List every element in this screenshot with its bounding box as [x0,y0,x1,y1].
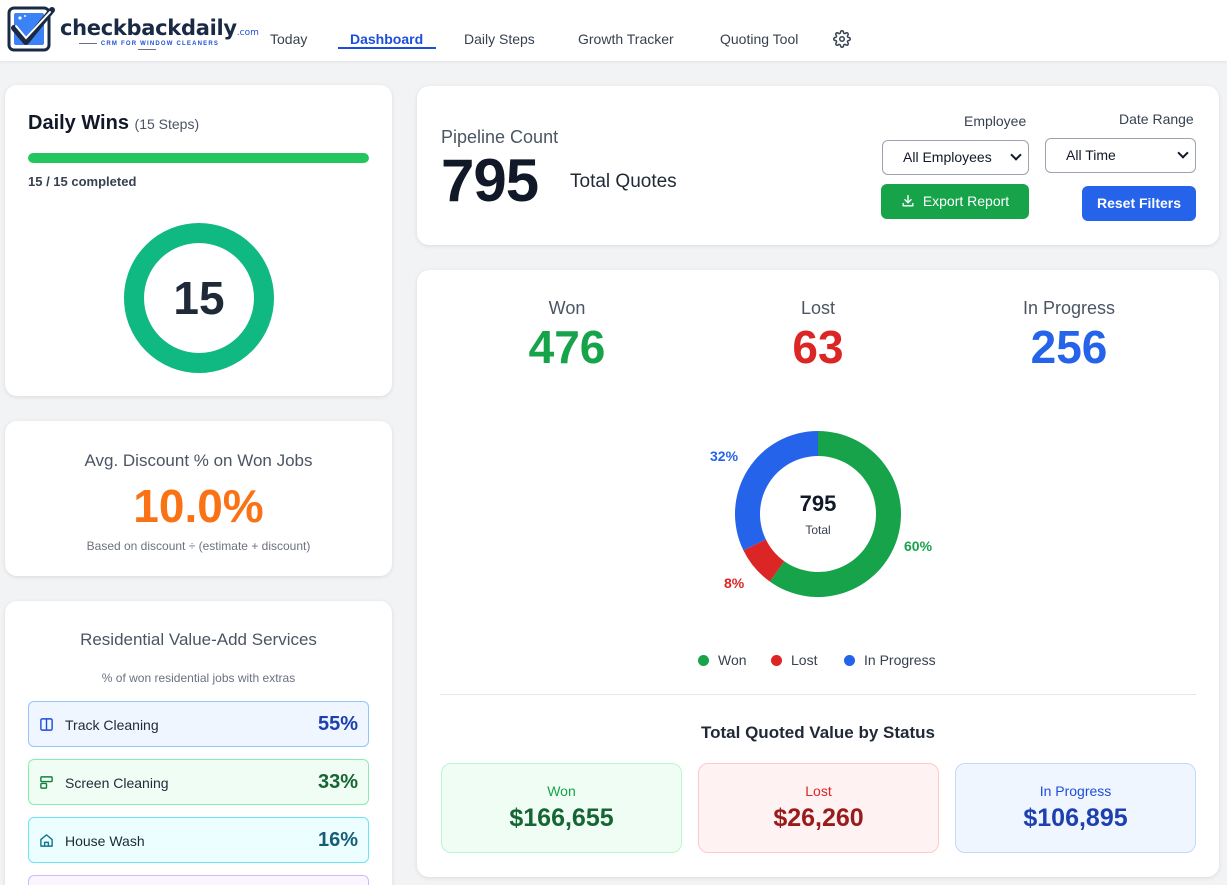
screen-icon [40,776,53,789]
lost-label: Lost [800,298,836,318]
daily-wins-title: Daily Wins (15 Steps) [28,112,200,134]
service-label: Screen Cleaning [65,775,169,791]
avg-discount-note: Based on discount ÷ (estimate + discount… [86,539,311,553]
avg-discount-value: 10.0% [133,480,264,532]
logo-wordmark: checkbackdaily.com [60,16,259,40]
donut-slice-in-progress[interactable] [735,431,818,551]
residential-title: Residential Value-Add Services [80,630,317,649]
pipeline-count: 795 [441,147,539,214]
donut-slice-won[interactable] [769,431,901,597]
daily-wins-progress-fill [28,153,369,163]
divider [440,694,1196,695]
chevron-down-icon [1010,149,1022,161]
won-label: Won [548,298,586,318]
service-percent: 55% [317,713,358,735]
gear-icon[interactable] [833,30,851,48]
export-report-button[interactable]: Export Report [881,184,1029,219]
columns-icon [40,718,53,731]
legend-dot [698,655,709,666]
in-progress-label: In Progress [1022,298,1116,318]
daily-wins-card: Daily Wins (15 Steps) 15 / 15 completed … [5,85,392,396]
quoted-value-in-progress-amount: $106,895 [1023,804,1128,832]
quoted-value-lost: Lost $26,260 [698,763,939,853]
donut-center-label: Total [805,523,831,537]
service-item-partial [28,875,369,885]
daily-wins-completed-label: 15 / 15 completed [28,174,137,189]
quoted-value-lost-label: Lost [805,783,832,799]
donut-center-value: 795 [799,491,837,516]
quoted-value-won-label: Won [547,783,576,799]
donut-label-won: 60% [904,538,933,554]
residential-subtitle: % of won residential jobs with extras [101,671,296,685]
residential-services-card: Residential Value-Add Services % of won … [5,601,392,885]
download-icon [902,195,914,207]
legend-dot [844,655,855,666]
won-value: 476 [528,321,606,373]
daily-wins-ring [124,223,274,373]
quoted-value-in-progress: In Progress $106,895 [955,763,1196,853]
pipeline-card: Pipeline Count 795 Total Quotes Employee… [417,86,1219,245]
daily-wins-ring-value: 15 [173,272,225,324]
in-progress-value: 256 [1030,321,1108,373]
active-tab-indicator [338,47,436,49]
nav-dashboard[interactable]: Dashboard [350,31,424,47]
nav-quoting-tool[interactable]: Quoting Tool [720,31,799,47]
service-track-cleaning: Track Cleaning 55% [28,701,369,747]
reset-filters-button[interactable]: Reset Filters [1082,186,1196,221]
date-range-select[interactable]: All Time [1045,138,1196,173]
avg-discount-card: Avg. Discount % on Won Jobs 10.0% Based … [5,421,392,576]
employee-filter-label: Employee [964,113,1027,129]
donut-slice-lost[interactable] [743,539,785,582]
status-donut-chart [735,431,901,597]
lost-value: 63 [792,321,844,373]
status-stats-card: Won 476 Lost 63 In Progress 256 795 Tota… [417,270,1219,877]
nav-today[interactable]: Today [270,31,308,47]
date-range-filter-label: Date Range [1119,111,1194,127]
legend-dot [771,655,782,666]
service-screen-cleaning: Screen Cleaning 33% [28,759,369,805]
service-label: Track Cleaning [65,717,159,733]
legend-won[interactable]: Won [698,652,747,668]
logo[interactable]: checkbackdaily.com CRM FOR WINDOW CLEANE… [6,4,259,56]
donut-label-in-progress: 32% [710,448,739,464]
quoted-value-lost-amount: $26,260 [773,804,864,832]
nav-daily-steps[interactable]: Daily Steps [464,31,535,47]
service-percent: 16% [317,829,358,851]
daily-wins-progress-bar [28,153,369,163]
top-header: checkbackdaily.com CRM FOR WINDOW CLEANE… [0,0,1227,61]
service-percent: 33% [317,771,358,793]
quoted-value-won: Won $166,655 [441,763,682,853]
legend-in-progress[interactable]: In Progress [844,652,936,668]
house-icon [40,834,53,847]
logo-check-icon [7,6,55,52]
quoted-value-won-amount: $166,655 [509,804,614,832]
quoted-value-in-progress-label: In Progress [1039,783,1112,799]
logo-tagline: CRM FOR WINDOW CLEANERS [64,41,230,53]
quoted-value-title: Total Quoted Value by Status [701,723,935,742]
legend-lost[interactable]: Lost [771,652,817,668]
pipeline-label: Pipeline Count [441,127,559,147]
service-house-wash: House Wash 16% [28,817,369,863]
pipeline-count-label: Total Quotes [570,171,677,192]
donut-label-lost: 8% [724,575,745,591]
nav-growth-tracker[interactable]: Growth Tracker [578,31,674,47]
avg-discount-title: Avg. Discount % on Won Jobs [84,451,313,470]
employee-select[interactable]: All Employees [882,140,1029,175]
chevron-down-icon [1177,147,1189,159]
service-label: House Wash [65,833,145,849]
